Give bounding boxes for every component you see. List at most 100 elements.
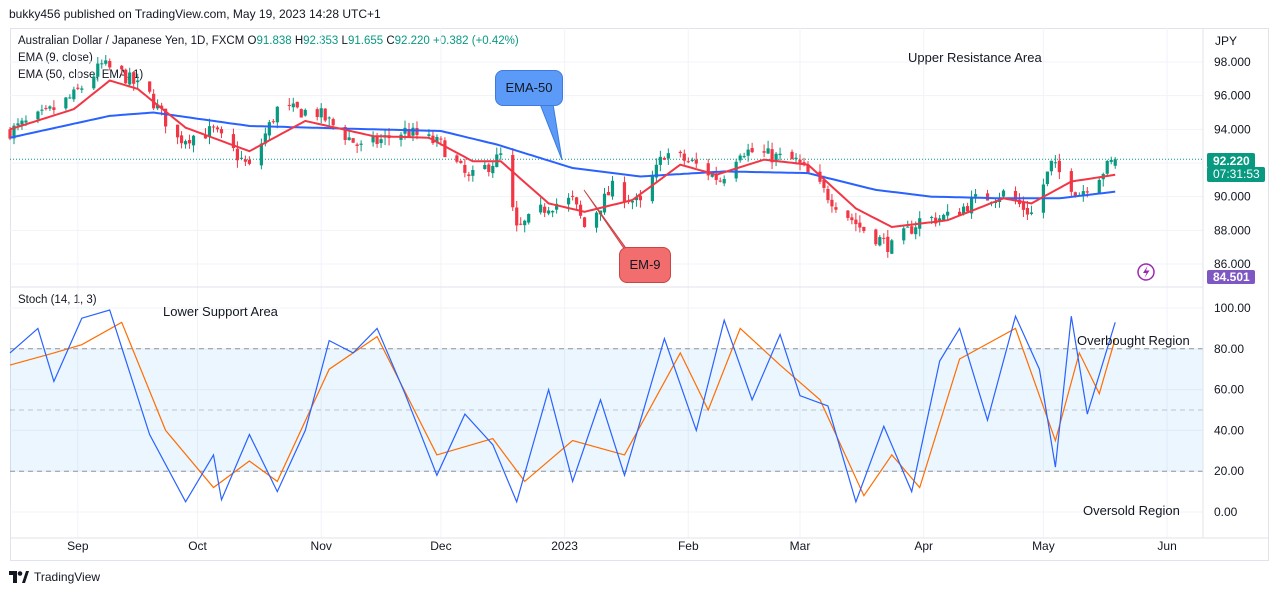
candle-body bbox=[942, 214, 946, 221]
candle-body bbox=[969, 197, 974, 214]
candle-body bbox=[690, 159, 694, 161]
candle-body bbox=[718, 180, 722, 182]
symbol-name: Australian Dollar / Japanese Yen, 1D, FX… bbox=[18, 35, 245, 47]
candle-body bbox=[742, 156, 746, 158]
candle-body bbox=[798, 159, 802, 163]
candle-body bbox=[706, 163, 710, 176]
candle-body bbox=[243, 159, 248, 162]
candle-body bbox=[483, 164, 487, 170]
candle-body bbox=[435, 136, 439, 142]
candle-body bbox=[962, 206, 966, 214]
candle-body bbox=[124, 69, 128, 84]
candle-body bbox=[207, 126, 212, 137]
candle-body bbox=[734, 161, 738, 179]
price-tick-label: 88.000 bbox=[1214, 223, 1251, 237]
oversold-label: Oversold Region bbox=[1083, 503, 1180, 518]
candle-body bbox=[539, 204, 543, 213]
candle-body bbox=[606, 191, 611, 196]
candle-body bbox=[136, 80, 140, 83]
stoch-d-line bbox=[9, 321, 1116, 497]
candle-body bbox=[826, 189, 830, 201]
time-tick-label: Apr bbox=[914, 539, 933, 553]
ema9-legend[interactable]: EMA (9, close) bbox=[18, 52, 93, 64]
candle-body bbox=[527, 213, 531, 223]
candle-body bbox=[634, 197, 639, 201]
candle-body bbox=[12, 125, 16, 139]
stoch-legend[interactable]: Stoch (14, 1, 3) bbox=[18, 294, 97, 306]
stoch-axis-ticks: 100.00 80.00 60.00 40.00 20.00 0.00 bbox=[1214, 301, 1251, 519]
candle-body bbox=[92, 76, 96, 89]
candle-body bbox=[211, 126, 216, 128]
candle-body bbox=[259, 143, 263, 166]
candle-body bbox=[271, 121, 275, 123]
candle-body bbox=[930, 216, 934, 218]
candle-body bbox=[582, 217, 587, 228]
candle-body bbox=[762, 151, 766, 153]
last-price-badge: 92.220 bbox=[1207, 153, 1255, 168]
candle-body bbox=[882, 237, 886, 239]
time-tick-label: Mar bbox=[790, 539, 811, 553]
candle-body bbox=[846, 210, 850, 218]
candle-body bbox=[375, 136, 379, 145]
ema50-callout: EMA-50 bbox=[495, 70, 563, 106]
time-axis-ticks: Sep Oct Nov Dec 2023 Feb Mar Apr May Jun bbox=[67, 539, 1177, 553]
candle-body bbox=[415, 127, 419, 135]
candle-body bbox=[20, 120, 24, 125]
candle-body bbox=[694, 159, 698, 164]
candle-body bbox=[76, 87, 80, 89]
candle-body bbox=[511, 155, 515, 208]
candle-body bbox=[790, 151, 794, 160]
candle-body bbox=[263, 133, 267, 144]
candle-body bbox=[96, 63, 100, 77]
candle-body bbox=[902, 228, 906, 241]
symbol-legend: Australian Dollar / Japanese Yen, 1D, FX… bbox=[18, 35, 519, 47]
candle-body bbox=[914, 227, 918, 235]
candle-body bbox=[411, 127, 415, 136]
candle-body bbox=[407, 128, 411, 137]
candle-body bbox=[602, 193, 607, 213]
currency-label: JPY bbox=[1215, 34, 1238, 48]
candle-body bbox=[379, 139, 383, 144]
ema50-callout-tail bbox=[539, 103, 563, 161]
candle-body bbox=[1109, 160, 1113, 162]
candle-body bbox=[682, 153, 686, 161]
candle-body bbox=[499, 153, 503, 155]
candle-body bbox=[355, 144, 359, 146]
stoch-band bbox=[10, 348, 1203, 472]
low-value: 91.655 bbox=[347, 35, 384, 47]
candle-body bbox=[519, 223, 523, 225]
overbought-label: Overbought Region bbox=[1077, 333, 1190, 348]
candle-body bbox=[299, 109, 303, 118]
candle-body bbox=[547, 210, 551, 214]
candle-body bbox=[574, 197, 579, 205]
price-tick-label: 98.000 bbox=[1214, 55, 1251, 69]
tradingview-logo-icon bbox=[9, 571, 29, 583]
candle-body bbox=[267, 122, 271, 136]
candle-body bbox=[1105, 161, 1109, 174]
candle-body bbox=[24, 120, 28, 123]
candle-body bbox=[1057, 160, 1061, 173]
tradingview-brand[interactable]: TradingView bbox=[9, 570, 100, 584]
candle-body bbox=[319, 108, 323, 118]
time-tick-label: Jun bbox=[1157, 539, 1176, 553]
candle-body bbox=[331, 119, 335, 126]
candle-body bbox=[662, 157, 666, 160]
ema9-line bbox=[9, 79, 1116, 229]
ema50-legend[interactable]: EMA (50, close, EMA, 1) bbox=[18, 69, 144, 81]
time-tick-label: 2023 bbox=[551, 539, 578, 553]
candle-body bbox=[638, 195, 643, 201]
candle-body bbox=[770, 149, 774, 163]
candle-body bbox=[774, 153, 778, 163]
candle-body bbox=[834, 207, 838, 210]
candle-body bbox=[351, 138, 355, 143]
candle-body bbox=[543, 206, 547, 213]
price-tick-label: 94.000 bbox=[1214, 122, 1251, 136]
candle-body bbox=[766, 148, 770, 154]
alert-lightning-icon[interactable] bbox=[1137, 263, 1155, 281]
candle-body bbox=[678, 151, 682, 154]
time-tick-label: Nov bbox=[311, 539, 332, 553]
candle-body bbox=[491, 165, 495, 174]
candle-body bbox=[164, 108, 168, 127]
candle-body bbox=[8, 129, 12, 139]
